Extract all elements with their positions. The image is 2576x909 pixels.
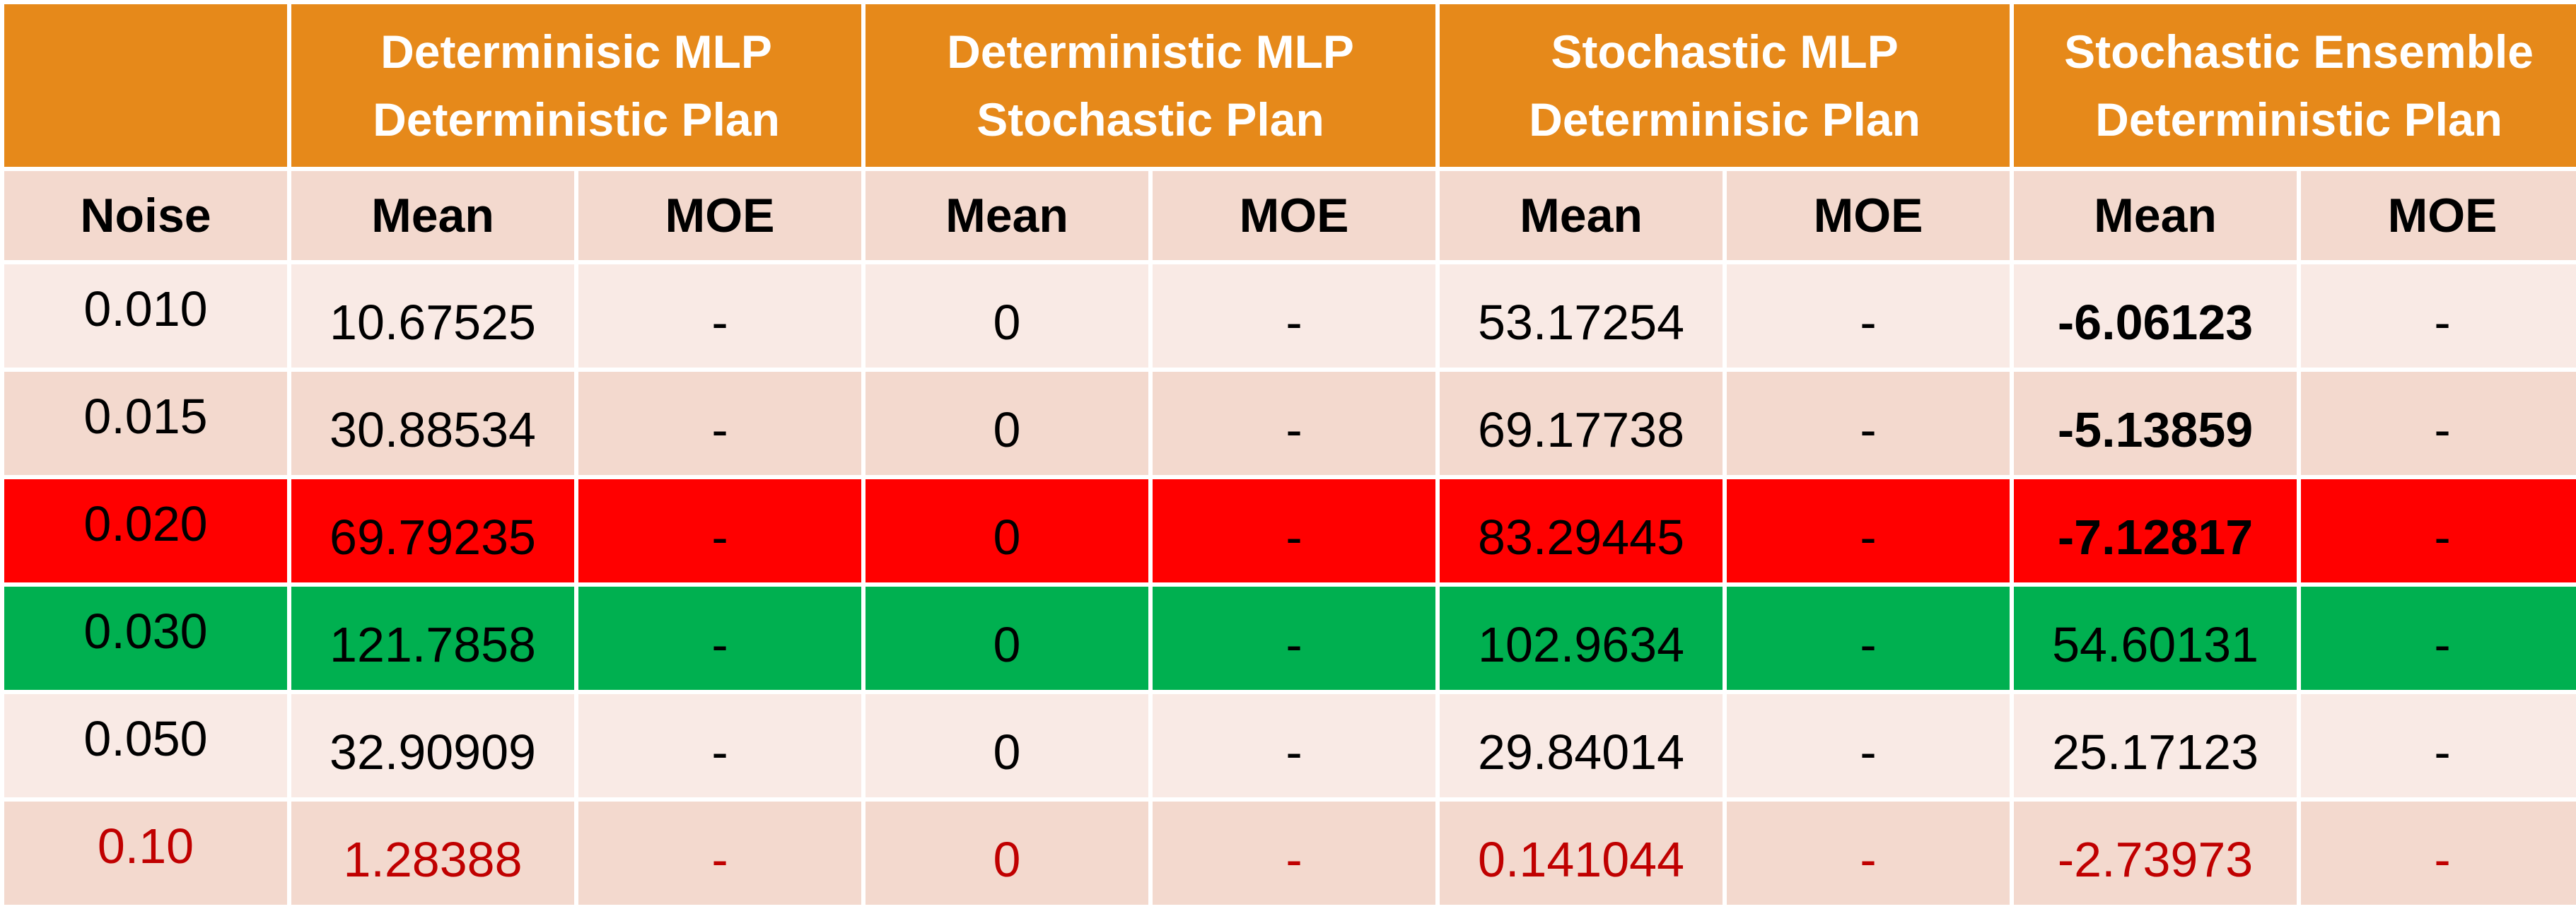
group-header-line2: Stochastic Plan (977, 93, 1324, 146)
mean-cell: -7.12817 (2014, 479, 2297, 582)
group-header-row: Determinisic MLP Deterministic Plan Dete… (4, 4, 2576, 167)
mean-cell: 53.17254 (1440, 264, 1723, 368)
mean-cell: -6.06123 (2014, 264, 2297, 368)
moe-cell: - (1727, 802, 2010, 905)
mean-cell: 69.17738 (1440, 372, 1723, 475)
moe-cell: - (1727, 694, 2010, 797)
column-header-moe: MOE (578, 171, 862, 260)
moe-cell: - (1727, 264, 2010, 368)
moe-cell: - (2301, 264, 2576, 368)
column-header-moe: MOE (1727, 171, 2010, 260)
moe-cell: - (578, 694, 862, 797)
moe-cell: - (1153, 802, 1436, 905)
column-header-moe: MOE (2301, 171, 2576, 260)
column-header-mean: Mean (2014, 171, 2297, 260)
noise-cell: 0.010 (4, 264, 287, 368)
moe-cell: - (1153, 264, 1436, 368)
column-header-row: Noise Mean MOE Mean MOE Mean MOE Mean MO… (4, 171, 2576, 260)
group-header-line2: Deterministic Plan (2095, 93, 2502, 146)
mean-cell: 83.29445 (1440, 479, 1723, 582)
table-row: 0.050 32.90909 - 0 - 29.84014 - 25.17123… (4, 694, 2576, 797)
group-header-line1: Stochastic MLP (1551, 25, 1899, 78)
mean-cell: 0 (866, 372, 1149, 475)
mean-cell: 32.90909 (291, 694, 574, 797)
table-row-dark-red-text: 0.10 1.28388 - 0 - 0.141044 - -2.73973 - (4, 802, 2576, 905)
mean-cell: 25.17123 (2014, 694, 2297, 797)
moe-cell: - (578, 479, 862, 582)
moe-cell: - (578, 802, 862, 905)
mean-cell: 0 (866, 479, 1149, 582)
moe-cell: - (1727, 372, 2010, 475)
mean-cell: -5.13859 (2014, 372, 2297, 475)
group-header-stoch-ensemble-det-plan: Stochastic Ensemble Deterministic Plan (2014, 4, 2576, 167)
group-header-det-mlp-stoch-plan: Deterministic MLP Stochastic Plan (866, 4, 1436, 167)
column-header-moe: MOE (1153, 171, 1436, 260)
table-row: 0.010 10.67525 - 0 - 53.17254 - -6.06123… (4, 264, 2576, 368)
mean-cell: 10.67525 (291, 264, 574, 368)
mean-cell: 30.88534 (291, 372, 574, 475)
group-header-line1: Deterministic MLP (947, 25, 1354, 78)
moe-cell: - (1153, 372, 1436, 475)
column-header-noise: Noise (4, 171, 287, 260)
mean-cell: 29.84014 (1440, 694, 1723, 797)
moe-cell: - (1153, 694, 1436, 797)
column-header-mean: Mean (1440, 171, 1723, 260)
moe-cell: - (578, 372, 862, 475)
mean-cell: 0.141044 (1440, 802, 1723, 905)
moe-cell: - (1153, 587, 1436, 690)
results-table-wrapper: Determinisic MLP Deterministic Plan Dete… (4, 4, 2576, 905)
mean-cell: 0 (866, 264, 1149, 368)
group-header-line1: Determinisic MLP (380, 25, 772, 78)
moe-cell: - (2301, 479, 2576, 582)
mean-cell: -2.73973 (2014, 802, 2297, 905)
moe-cell: - (2301, 694, 2576, 797)
mean-cell: 1.28388 (291, 802, 574, 905)
moe-cell: - (2301, 802, 2576, 905)
column-header-mean: Mean (291, 171, 574, 260)
table-row-highlight-green: 0.030 121.7858 - 0 - 102.9634 - 54.60131… (4, 587, 2576, 690)
mean-cell: 0 (866, 587, 1149, 690)
moe-cell: - (578, 264, 862, 368)
moe-cell: - (2301, 587, 2576, 690)
noise-cell: 0.015 (4, 372, 287, 475)
group-header-line2: Determinisic Plan (1529, 93, 1921, 146)
moe-cell: - (1727, 587, 2010, 690)
mean-cell: 54.60131 (2014, 587, 2297, 690)
mean-cell: 69.79235 (291, 479, 574, 582)
noise-cell: 0.10 (4, 802, 287, 905)
column-header-mean: Mean (866, 171, 1149, 260)
moe-cell: - (2301, 372, 2576, 475)
noise-cell: 0.030 (4, 587, 287, 690)
moe-cell: - (578, 587, 862, 690)
group-header-line2: Deterministic Plan (373, 93, 780, 146)
moe-cell: - (1727, 479, 2010, 582)
group-header-stoch-mlp-det-plan: Stochastic MLP Determinisic Plan (1440, 4, 2010, 167)
mean-cell: 0 (866, 802, 1149, 905)
table-row-highlight-red: 0.020 69.79235 - 0 - 83.29445 - -7.12817… (4, 479, 2576, 582)
group-header-det-mlp-det-plan: Determinisic MLP Deterministic Plan (291, 4, 862, 167)
noise-cell: 0.050 (4, 694, 287, 797)
moe-cell: - (1153, 479, 1436, 582)
mean-cell: 102.9634 (1440, 587, 1723, 690)
mean-cell: 0 (866, 694, 1149, 797)
mean-cell: 121.7858 (291, 587, 574, 690)
corner-cell (4, 4, 287, 167)
noise-cell: 0.020 (4, 479, 287, 582)
table-row: 0.015 30.88534 - 0 - 69.17738 - -5.13859… (4, 372, 2576, 475)
group-header-line1: Stochastic Ensemble (2064, 25, 2534, 78)
